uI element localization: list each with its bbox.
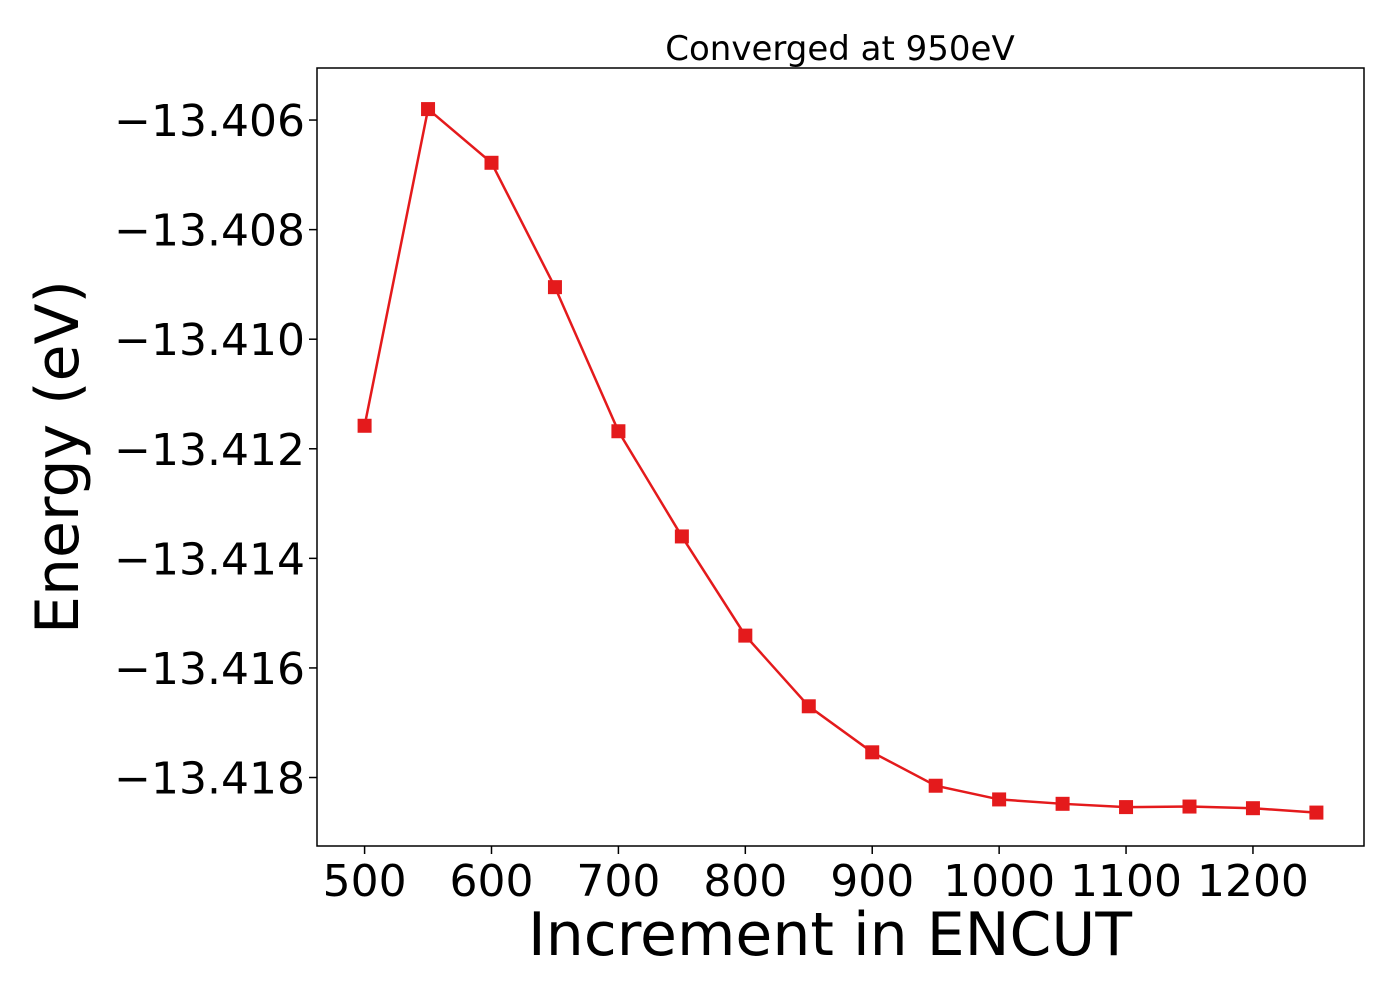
x-tick-label: 1200 <box>1197 856 1309 907</box>
data-point-marker <box>865 745 880 760</box>
y-axis-ticks: −13.406 −13.408 −13.410 −13.412 −13.414 −13.4… <box>114 96 317 805</box>
data-point-marker <box>1182 799 1197 814</box>
data-point-marker <box>547 280 562 295</box>
series-line <box>363 106 1317 814</box>
x-tick-label: 900 <box>830 856 914 907</box>
data-point-marker <box>1119 800 1134 815</box>
data-point-marker <box>421 102 436 117</box>
y-tick-label: −13.408 <box>114 206 305 257</box>
x-tick-label: 800 <box>703 856 787 907</box>
data-point-marker <box>801 699 816 714</box>
data-point-marker <box>674 529 689 544</box>
data-point-marker <box>357 418 372 433</box>
chart-title: Converged at 950eV <box>665 29 1014 69</box>
y-tick-label: −13.418 <box>114 754 305 805</box>
y-tick-label: −13.410 <box>114 315 305 366</box>
x-tick-label: 500 <box>323 856 407 907</box>
x-axis-label: Increment in ENCUT <box>528 900 1132 970</box>
plot-area-frame <box>316 67 1365 847</box>
x-tick-label: 600 <box>450 856 534 907</box>
data-point-marker <box>928 778 943 793</box>
x-tick-label: 1000 <box>943 856 1055 907</box>
data-point-marker <box>992 792 1007 807</box>
data-point-marker <box>1245 801 1260 816</box>
y-tick-label: −13.414 <box>114 534 305 585</box>
data-point-marker <box>484 155 499 170</box>
data-point-marker <box>1055 796 1070 811</box>
y-tick-label: −13.416 <box>114 644 305 695</box>
y-axis-label: Energy (eV) <box>23 280 93 634</box>
y-tick-label: −13.412 <box>114 425 305 476</box>
series-layer <box>357 102 1324 820</box>
data-point-marker <box>738 628 753 643</box>
x-tick-label: 700 <box>576 856 660 907</box>
x-tick-label: 1100 <box>1070 856 1182 907</box>
data-point-marker <box>611 424 626 439</box>
x-axis-ticks: 500 600 700 800 900 1000 1100 1200 <box>323 846 1309 907</box>
data-point-marker <box>1309 805 1324 820</box>
y-tick-label: −13.406 <box>114 96 305 147</box>
